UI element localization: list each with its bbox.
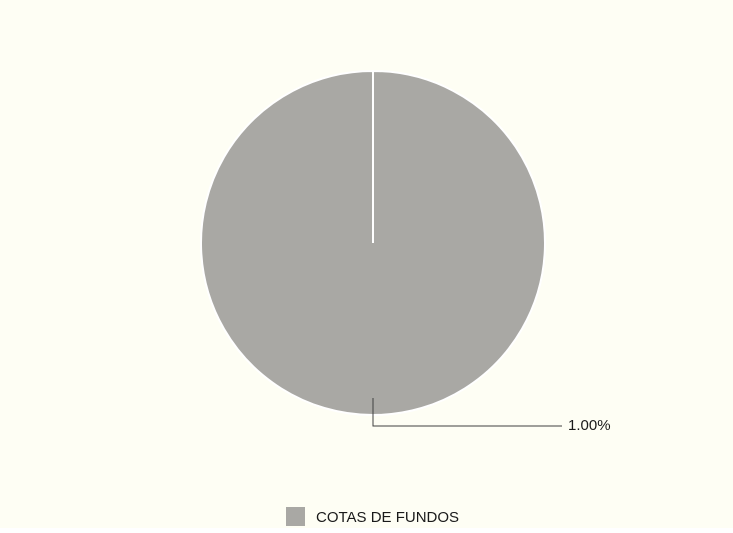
legend-label-cotas-de-fundos: COTAS DE FUNDOS [316, 509, 459, 526]
data-label-leader-line [372, 398, 562, 427]
legend: COTAS DE FUNDOS [286, 507, 459, 526]
pie-slices [200, 69, 546, 416]
legend-swatch-cotas-de-fundos [286, 507, 305, 526]
data-label-cotas-de-fundos: 1.00% [568, 417, 611, 434]
pie-slice-cotas-de-fundos [200, 69, 546, 416]
